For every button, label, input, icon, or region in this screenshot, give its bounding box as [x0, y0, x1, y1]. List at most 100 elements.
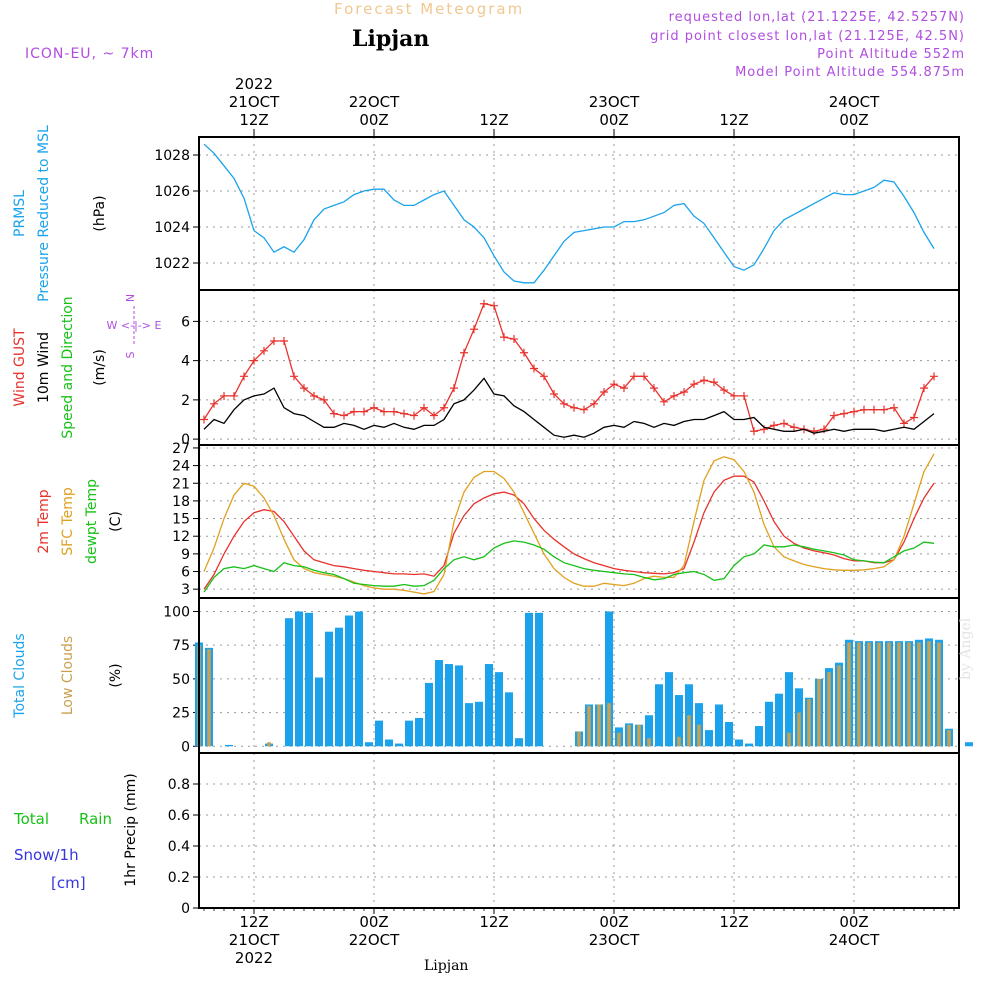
watermark: by Angel [958, 617, 974, 680]
precip-cm-label: [cm] [51, 874, 86, 892]
gust-marker [820, 425, 828, 434]
pressure-axis-label: Pressure Reduced to MSL [36, 125, 52, 302]
gust-marker [620, 384, 628, 393]
gust-marker [470, 325, 478, 334]
total-cloud-bar [775, 693, 783, 747]
gust-marker [750, 427, 758, 436]
wind-gust-line [203, 302, 935, 433]
gust-marker [860, 405, 868, 414]
gust-marker [240, 372, 248, 381]
pressure-axis-label: (hPa) [92, 195, 108, 231]
total-cloud-bar [605, 611, 613, 747]
total-cloud-bar [365, 742, 373, 747]
bottom-time-label: 12Z [719, 913, 748, 931]
precip-ytick-label: 0.4 [168, 839, 190, 855]
pressure-panel [193, 136, 960, 291]
total-cloud-bar [445, 664, 453, 747]
gust-marker [680, 388, 688, 397]
precip-rain-label: Rain [79, 810, 112, 828]
low-cloud-bar [787, 732, 791, 747]
temperature-panel [193, 444, 960, 599]
total-cloud-bar [435, 660, 443, 747]
temperature-ytick-label: 12 [172, 529, 190, 545]
gust-marker [290, 372, 298, 381]
low-cloud-bar [897, 642, 901, 747]
low-cloud-bar [677, 736, 681, 747]
gust-marker [330, 409, 338, 418]
total-cloud-bar [295, 611, 303, 747]
clouds-ytick-label: 75 [172, 638, 190, 654]
gust-marker [460, 348, 468, 357]
top-time-label: 12Z [719, 111, 748, 129]
total-cloud-bar [765, 701, 773, 747]
gust-marker [720, 386, 728, 395]
temperature-ytick-label: 9 [181, 547, 190, 563]
gust-marker [380, 407, 388, 416]
gust-marker [670, 391, 678, 400]
bottom-time-label: 2022 [235, 949, 273, 967]
low-cloud-bar [907, 642, 911, 747]
gust-marker [780, 419, 788, 428]
gust-marker [220, 391, 228, 400]
pressure-ytick-label: 1022 [154, 256, 190, 272]
wind-frame [198, 289, 960, 446]
gust-marker [480, 299, 488, 308]
gust-marker [900, 419, 908, 428]
total-cloud-bar [325, 631, 333, 747]
gust-marker [490, 301, 498, 310]
bottom-time-label: 12Z [479, 913, 508, 931]
bottom-time-label: 00Z [599, 913, 628, 931]
total-cloud-bar [755, 726, 763, 747]
clouds-ytick-label: 0 [181, 739, 190, 755]
gust-marker [400, 409, 408, 418]
sfc-temp-line [203, 453, 935, 595]
wind-axis-label: (m/s) [92, 349, 108, 386]
total-cloud-bar [225, 744, 233, 747]
temperature-axis-label: 2m Temp [36, 489, 52, 553]
bottom-time-label: 24OCT [829, 931, 880, 949]
bottom-time-label: 12Z [239, 913, 268, 931]
wind-panel [193, 289, 960, 446]
precip-snow-label: Snow/1h [14, 846, 79, 864]
gust-marker [790, 423, 798, 432]
top-time-label: 00Z [599, 111, 628, 129]
gust-marker [880, 405, 888, 414]
top-time-label: 23OCT [589, 93, 640, 111]
top-time-label: 2022 [235, 75, 273, 93]
total-cloud-bar [355, 611, 363, 747]
gust-marker [830, 411, 838, 420]
gust-marker [420, 403, 428, 412]
bottom-time-label: 23OCT [589, 931, 640, 949]
low-cloud-bar [597, 704, 601, 747]
gust-marker [910, 413, 918, 422]
total-cloud-bar [345, 615, 353, 747]
total-cloud-bar [475, 701, 483, 747]
total-cloud-bar [405, 720, 413, 747]
gridpoint-coords: grid point closest lon,lat (21.125E, 42.… [650, 29, 965, 44]
gust-marker [730, 391, 738, 400]
total-cloud-bar [415, 717, 423, 747]
gust-marker [270, 337, 278, 346]
precip-axis-label: 1hr Precip (mm) [123, 773, 139, 886]
wind-compass-n: N [124, 294, 137, 302]
temperature-ytick-label: 21 [172, 476, 190, 492]
temperature-axis-label: dewpt Temp [84, 479, 100, 564]
temperature-ytick-label: 6 [181, 565, 190, 581]
low-cloud-bar [617, 732, 621, 747]
total-cloud-bar [965, 742, 973, 747]
pressure-ytick-label: 1026 [154, 184, 190, 200]
low-cloud-bar [577, 731, 581, 747]
clouds-panel [193, 597, 973, 754]
clouds-ytick-label: 100 [163, 604, 190, 620]
gust-marker [360, 407, 368, 416]
top-time-label: 00Z [359, 111, 388, 129]
temperature-ytick-label: 24 [172, 459, 190, 475]
gust-marker [570, 403, 578, 412]
gust-marker [740, 391, 748, 400]
gust-marker [500, 333, 508, 342]
gust-marker [930, 372, 938, 381]
gust-marker [560, 399, 568, 408]
clouds-ytick-label: 25 [172, 706, 190, 722]
gust-marker [410, 411, 418, 420]
low-cloud-bar [627, 724, 631, 747]
